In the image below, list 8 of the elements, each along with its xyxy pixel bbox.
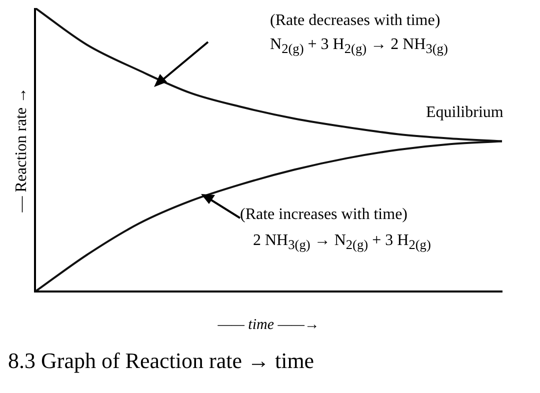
annotation: 2 NH$_{3(g)}$ → N$_{2(g)}$ + 3 H$_{2(g)}$ [253,232,431,254]
annotation: (Rate increases with time) [240,206,408,224]
annotation: N$_{2(g)}$ + 3 H$_{2(g)}$ → 2 NH$_{3(g)}$ [270,36,448,58]
y-axis-title: — Reaction rate → [12,87,30,214]
x-axis-title: —— time ——→ [216,316,320,333]
annotation: Equilibrium [426,104,504,122]
text: 8.3 Graph of Reaction rate → time [8,348,314,374]
annotation: (Rate decreases with time) [270,12,440,30]
